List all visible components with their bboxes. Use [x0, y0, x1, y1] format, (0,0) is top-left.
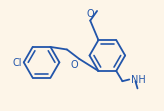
- Text: O: O: [86, 9, 94, 19]
- Text: O: O: [71, 60, 79, 70]
- Text: Cl: Cl: [12, 58, 22, 68]
- Text: NH: NH: [131, 75, 146, 85]
